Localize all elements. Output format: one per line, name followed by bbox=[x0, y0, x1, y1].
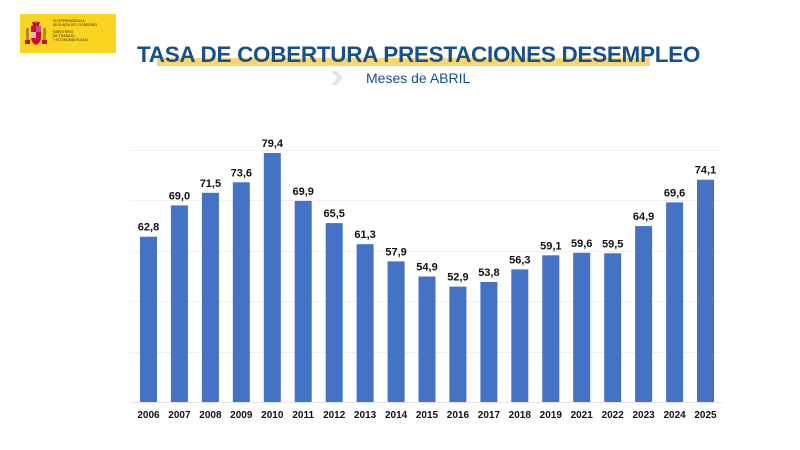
bar-2009 bbox=[232, 182, 250, 402]
category-label-2016: 2016 bbox=[447, 410, 470, 421]
subtitle-row: Meses de ABRIL bbox=[330, 69, 470, 87]
bar-2018 bbox=[511, 269, 529, 402]
value-label-2009: 73,6 bbox=[231, 167, 252, 179]
category-label-2018: 2018 bbox=[509, 410, 532, 421]
value-label-2021: 59,6 bbox=[571, 238, 592, 250]
value-label-2018: 56,3 bbox=[509, 254, 530, 266]
coat-of-arms-icon bbox=[25, 20, 47, 45]
bar-2014 bbox=[387, 261, 405, 402]
ministry-logo: Vicepresidencia Segunda del Gobierno Min… bbox=[20, 14, 116, 53]
category-label-2007: 2007 bbox=[168, 410, 191, 421]
title-underline-accent bbox=[157, 58, 650, 66]
value-label-2013: 61,3 bbox=[354, 229, 375, 241]
category-label-2019: 2019 bbox=[540, 410, 563, 421]
logo-line-5: y Economía Social bbox=[53, 37, 89, 42]
category-label-2013: 2013 bbox=[354, 410, 377, 421]
bars bbox=[140, 153, 714, 402]
category-label-2010: 2010 bbox=[261, 410, 284, 421]
logo-line-4: de Trabajo bbox=[53, 33, 75, 38]
value-label-2017: 53,8 bbox=[478, 267, 499, 279]
bar-2013 bbox=[356, 244, 374, 402]
chart-subtitle: Meses de ABRIL bbox=[366, 70, 471, 86]
category-label-2024: 2024 bbox=[663, 410, 686, 421]
value-label-2010: 79,4 bbox=[262, 138, 284, 150]
value-label-2011: 69,9 bbox=[292, 186, 313, 198]
bar-2024 bbox=[666, 202, 684, 402]
logo-text-ministerio: Ministerio de Trabajo y Economía Social bbox=[53, 30, 89, 43]
bar-2007 bbox=[170, 205, 188, 402]
bar-2019 bbox=[542, 255, 560, 402]
category-label-2022: 2022 bbox=[602, 410, 625, 421]
value-label-2019: 59,1 bbox=[540, 240, 561, 252]
value-label-2014: 57,9 bbox=[385, 246, 406, 258]
bar-2016 bbox=[449, 286, 467, 402]
value-label-2006: 62,8 bbox=[138, 222, 159, 234]
bar-2011 bbox=[294, 200, 312, 402]
logo-line-2: Segunda del Gobierno bbox=[53, 22, 98, 27]
bar-2008 bbox=[201, 192, 219, 402]
category-label-2012: 2012 bbox=[323, 410, 346, 421]
category-label-2023: 2023 bbox=[632, 410, 655, 421]
category-label-2021: 2021 bbox=[571, 410, 594, 421]
bar-2022 bbox=[604, 253, 622, 402]
bar-2021 bbox=[573, 252, 591, 402]
value-label-2023: 64,9 bbox=[633, 211, 654, 223]
bar-2025 bbox=[697, 179, 714, 402]
category-label-2015: 2015 bbox=[416, 410, 439, 421]
value-label-2012: 65,5 bbox=[323, 208, 344, 220]
category-label-2011: 2011 bbox=[292, 410, 314, 421]
value-labels: 62,8 69,0 71,5 73,6 79,4 69,9 65,5 61,3 57,9 54,9… bbox=[138, 138, 716, 284]
bar-2017 bbox=[480, 282, 498, 402]
value-label-2025: 74,1 bbox=[695, 165, 716, 177]
category-label-2008: 2008 bbox=[199, 410, 222, 421]
logo-line-3: Ministerio bbox=[53, 30, 74, 34]
bar-2010 bbox=[263, 153, 281, 402]
gridlines bbox=[130, 150, 722, 403]
chevron-right-icon bbox=[331, 71, 343, 85]
category-labels: 2006 2007 2008 2009 2010 2011 2012 2013 2014 2015… bbox=[137, 410, 717, 421]
category-label-2014: 2014 bbox=[385, 410, 408, 421]
category-label-2025: 2025 bbox=[694, 410, 717, 421]
bar-2012 bbox=[325, 223, 343, 402]
logo-text-vicepresidencia: Vicepresidencia Segunda del Gobierno bbox=[53, 19, 98, 28]
value-label-2022: 59,5 bbox=[602, 238, 623, 250]
bar-2015 bbox=[418, 276, 436, 402]
value-label-2016: 52,9 bbox=[447, 272, 468, 284]
value-label-2015: 54,9 bbox=[416, 262, 437, 274]
category-label-2009: 2009 bbox=[230, 410, 253, 421]
logo-line-1: Vicepresidencia bbox=[53, 19, 85, 23]
value-label-2024: 69,6 bbox=[664, 187, 685, 199]
value-label-2007: 69,0 bbox=[169, 190, 190, 202]
category-label-2006: 2006 bbox=[137, 410, 160, 421]
category-label-2017: 2017 bbox=[478, 410, 501, 421]
bar-2023 bbox=[635, 226, 653, 402]
bar-2006 bbox=[140, 236, 157, 402]
chart-title: TASA DE COBERTURA PRESTACIONES DESEMPLEO bbox=[137, 42, 701, 67]
value-label-2008: 71,5 bbox=[200, 178, 221, 190]
